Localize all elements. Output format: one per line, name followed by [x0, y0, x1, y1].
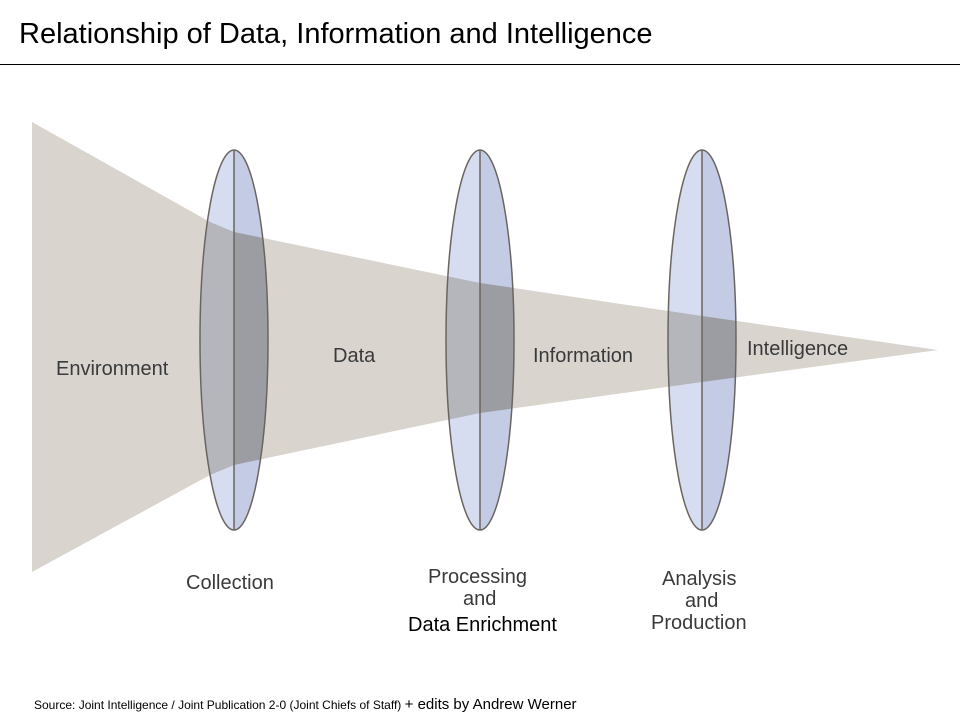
source-edits: + edits by Andrew Werner: [404, 696, 577, 713]
stage-intelligence: Intelligence: [747, 338, 849, 360]
analysis-line1: Analysis: [662, 568, 737, 590]
processing-line3: Data Enrichment: [408, 614, 557, 636]
processing-line2: and: [463, 588, 497, 610]
source-text: Source: Joint Intelligence / Joint Publi…: [34, 698, 402, 712]
processing-line1: Processing: [428, 566, 527, 588]
analysis-line3: Production: [651, 612, 747, 634]
page-title: Relationship of Data, Information and In…: [19, 18, 653, 50]
stage-environment: Environment: [56, 358, 169, 380]
stage-information: Information: [533, 345, 634, 367]
lens-collection: [199, 149, 269, 531]
title-divider: [0, 64, 960, 65]
source-citation: Source: Joint Intelligence / Joint Publi…: [34, 696, 577, 713]
lens-analysis: [667, 149, 737, 531]
stage-data: Data: [333, 345, 376, 367]
lens-label-collection: Collection: [186, 572, 274, 594]
lens-processing: [445, 149, 515, 531]
analysis-line2: and: [685, 590, 719, 612]
